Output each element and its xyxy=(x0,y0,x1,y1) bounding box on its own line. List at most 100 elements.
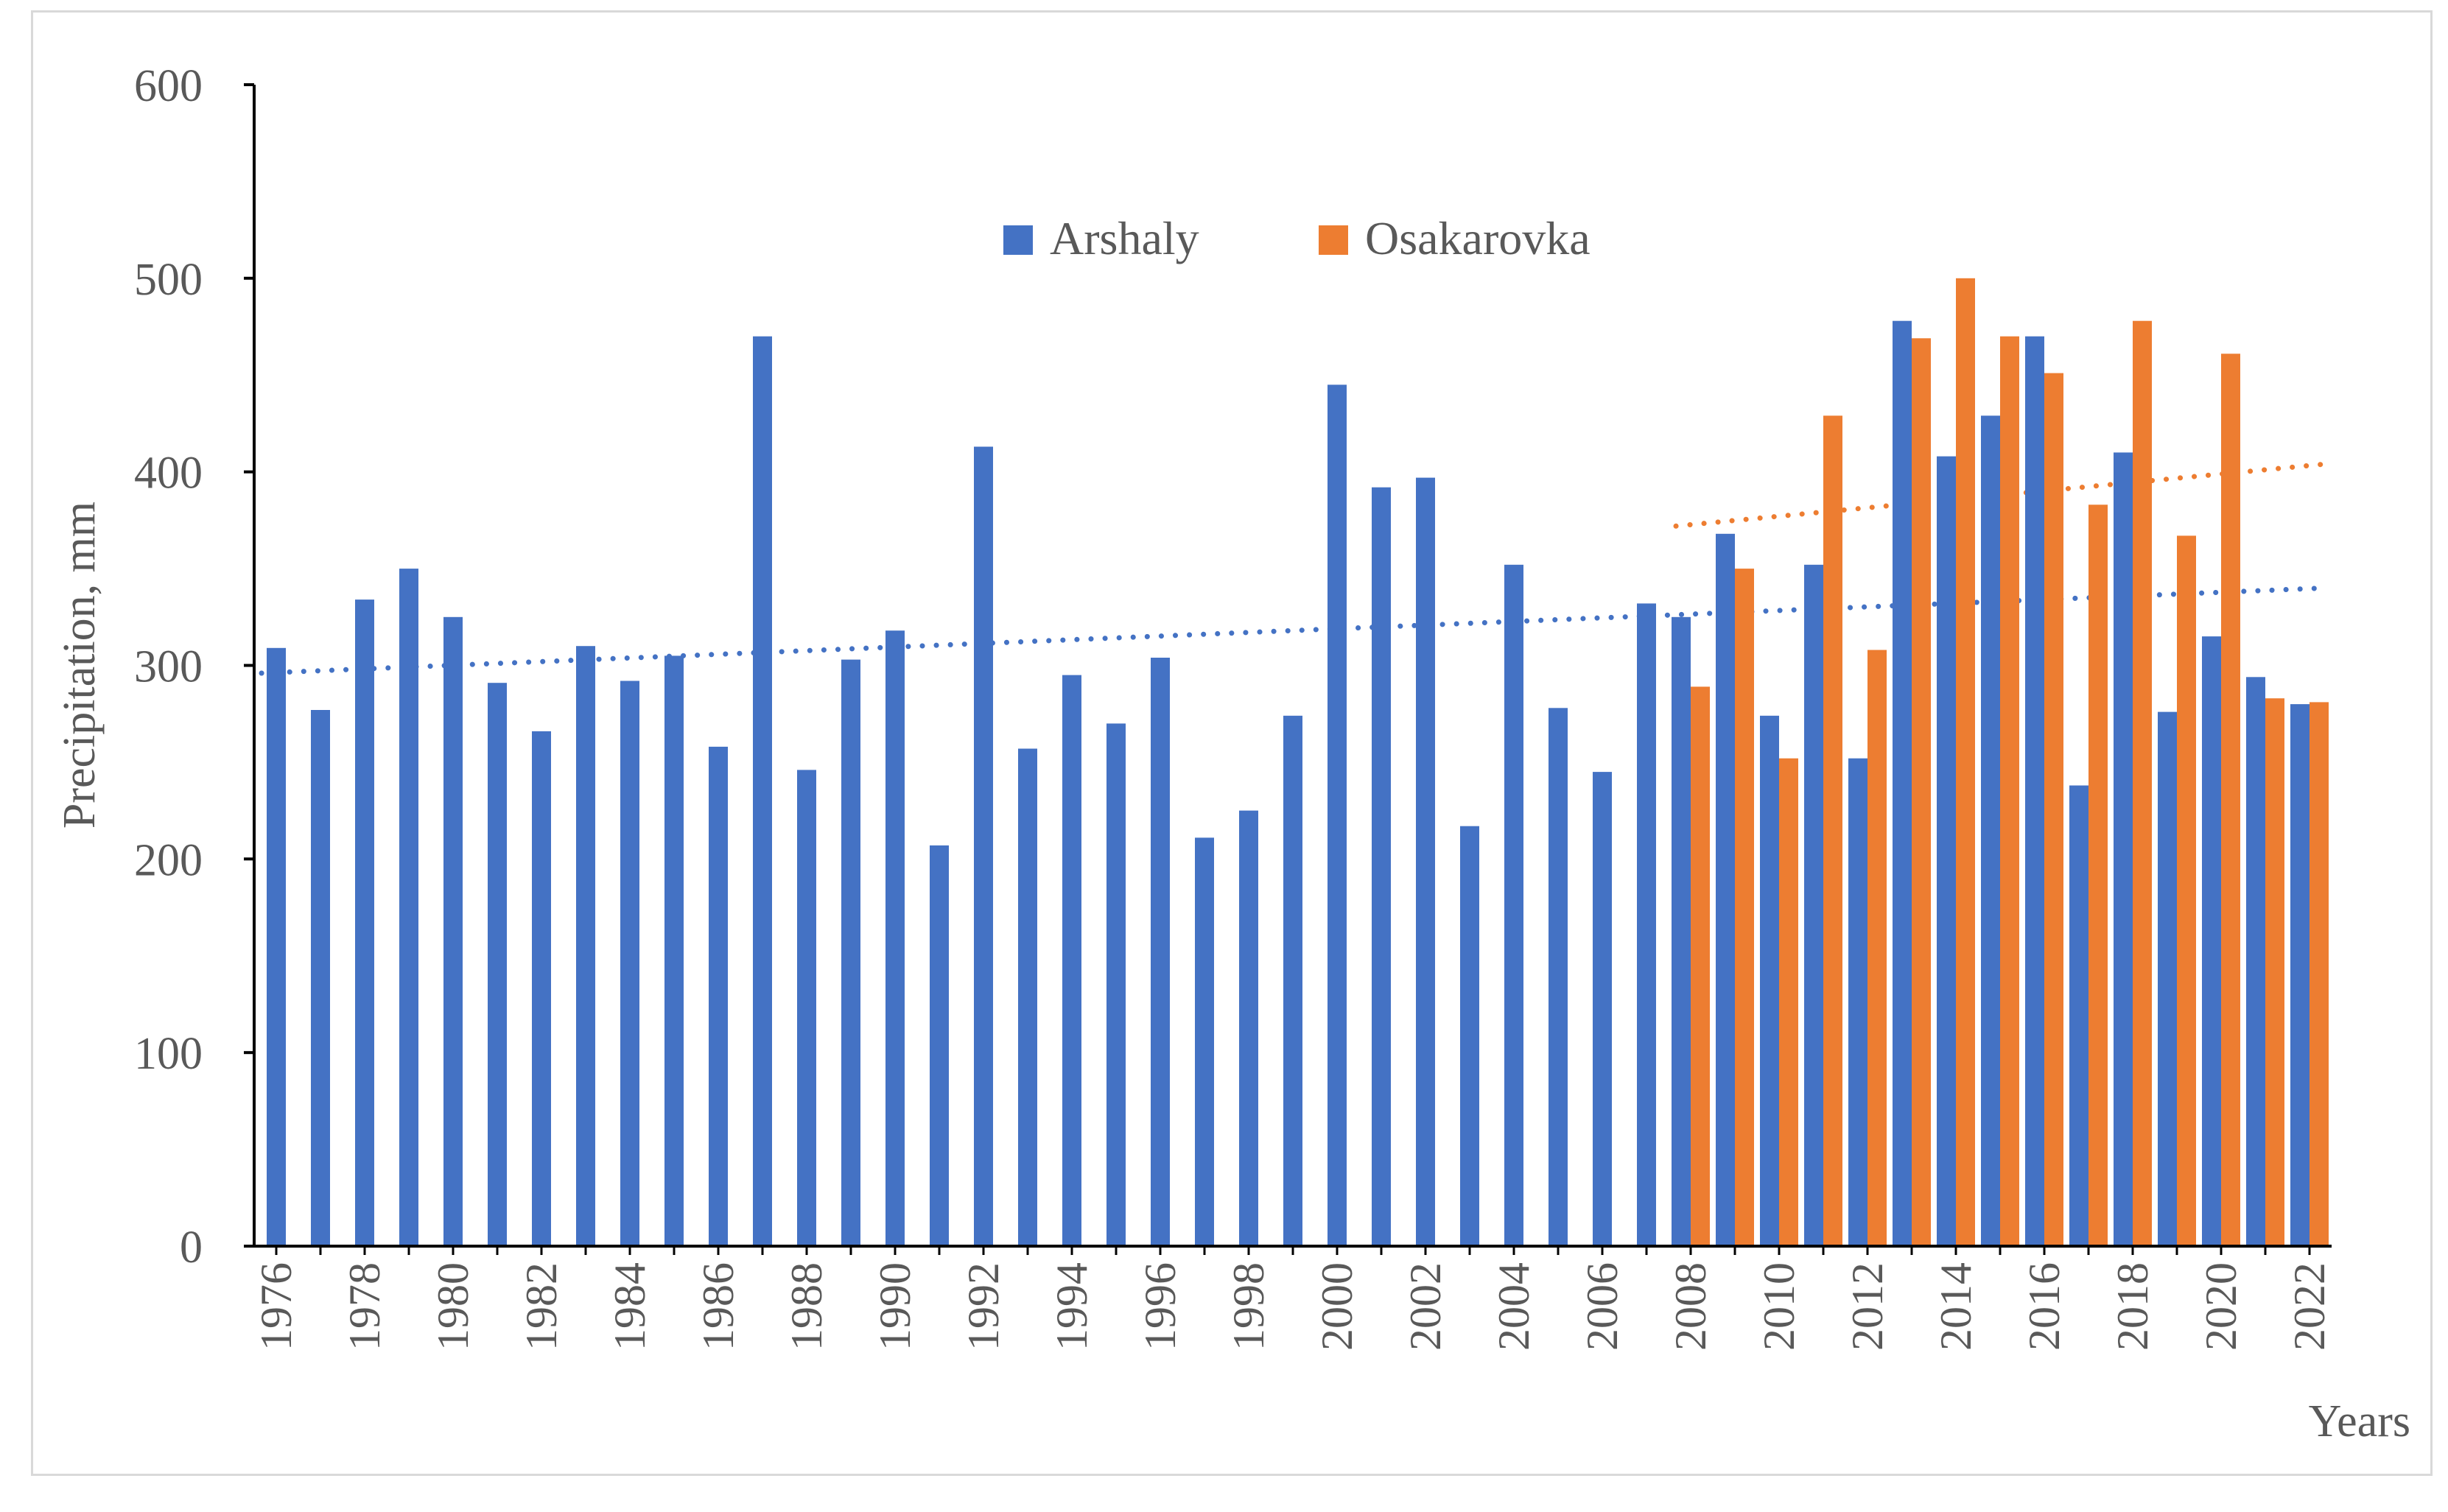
bar-arshaly-1987 xyxy=(753,336,772,1247)
bar-arshaly-2004 xyxy=(1504,564,1523,1246)
bar-arshaly-1998 xyxy=(1239,810,1258,1246)
x-tick-label-2022: 2022 xyxy=(2285,1262,2334,1351)
y-tick-label-0: 0 xyxy=(180,1223,203,1273)
bar-arshaly-2007 xyxy=(1637,603,1656,1246)
bar-arshaly-1992 xyxy=(974,446,993,1246)
x-tick-label-1982: 1982 xyxy=(517,1262,566,1351)
x-tick-label-2008: 2008 xyxy=(1666,1262,1715,1351)
bar-arshaly-2010 xyxy=(1760,715,1779,1246)
legend-swatch-arshaly xyxy=(1003,225,1033,255)
x-tick-label-1986: 1986 xyxy=(694,1262,743,1351)
legend: Arshaly Osakarovka xyxy=(1003,212,1591,264)
x-tick-label-1978: 1978 xyxy=(340,1262,389,1351)
x-axis-title: Years xyxy=(2309,1396,2410,1446)
bar-arshaly-1978 xyxy=(355,599,374,1246)
bar-arshaly-1985 xyxy=(664,655,684,1246)
bar-arshaly-2000 xyxy=(1328,384,1347,1246)
bar-osakarovka-2008 xyxy=(1691,686,1710,1246)
bar-arshaly-1982 xyxy=(532,731,551,1246)
bar-arshaly-2017 xyxy=(2069,785,2088,1246)
bar-arshaly-2001 xyxy=(1372,487,1391,1247)
x-tick-label-2018: 2018 xyxy=(2108,1262,2157,1351)
x-tick-label-1976: 1976 xyxy=(252,1262,301,1351)
x-tick-label-1998: 1998 xyxy=(1224,1262,1273,1351)
bar-arshaly-1999 xyxy=(1283,715,1302,1246)
x-tick-label-2000: 2000 xyxy=(1313,1262,1361,1351)
bar-arshaly-1981 xyxy=(488,683,507,1246)
y-tick-label-300: 300 xyxy=(134,642,203,692)
bar-osakarovka-2019 xyxy=(2177,535,2196,1246)
bar-osakarovka-2020 xyxy=(2221,354,2240,1246)
bar-arshaly-1995 xyxy=(1106,723,1126,1246)
legend-label-osakarovka: Osakarovka xyxy=(1365,212,1591,264)
bar-arshaly-2011 xyxy=(1804,564,1823,1246)
x-tick-label-2016: 2016 xyxy=(2020,1262,2069,1351)
x-tick-label-2002: 2002 xyxy=(1401,1262,1450,1351)
bar-arshaly-2020 xyxy=(2202,636,2221,1246)
x-tick-label-1996: 1996 xyxy=(1136,1262,1185,1351)
bar-arshaly-2003 xyxy=(1460,826,1479,1246)
y-axis-title: Precipitation, mm xyxy=(55,502,105,829)
bar-osakarovka-2016 xyxy=(2044,373,2063,1247)
legend-swatch-osakarovka xyxy=(1319,225,1348,255)
bar-osakarovka-2009 xyxy=(1735,569,1754,1246)
bar-osakarovka-2022 xyxy=(2310,702,2329,1246)
y-tick-label-600: 600 xyxy=(134,61,203,111)
bar-osakarovka-2014 xyxy=(1956,278,1975,1246)
bar-osakarovka-2011 xyxy=(1823,415,1842,1246)
bar-arshaly-2019 xyxy=(2158,711,2177,1246)
bar-arshaly-1977 xyxy=(311,710,330,1246)
bar-osakarovka-2012 xyxy=(1867,650,1887,1246)
bar-arshaly-2015 xyxy=(1981,415,2000,1246)
y-tick-label-100: 100 xyxy=(134,1029,203,1079)
bar-arshaly-2018 xyxy=(2114,452,2133,1246)
x-tick-label-2020: 2020 xyxy=(2197,1262,2245,1351)
x-tick-label-2014: 2014 xyxy=(1932,1262,1980,1351)
bar-arshaly-1980 xyxy=(443,616,463,1246)
bar-arshaly-1996 xyxy=(1151,658,1170,1246)
bar-arshaly-1997 xyxy=(1195,837,1214,1246)
bar-osakarovka-2013 xyxy=(1912,338,1931,1246)
bar-arshaly-1991 xyxy=(930,845,949,1246)
x-tick-label-2004: 2004 xyxy=(1490,1262,1538,1351)
bar-arshaly-1989 xyxy=(841,659,860,1246)
bar-osakarovka-2015 xyxy=(2000,336,2019,1247)
bar-arshaly-2009 xyxy=(1716,533,1735,1246)
x-tick-label-1990: 1990 xyxy=(871,1262,919,1351)
bar-arshaly-1984 xyxy=(620,681,639,1246)
x-tick-label-1980: 1980 xyxy=(429,1262,477,1351)
bar-arshaly-1976 xyxy=(267,647,286,1246)
x-tick-label-1992: 1992 xyxy=(959,1262,1008,1351)
bar-arshaly-2013 xyxy=(1893,320,1912,1247)
x-tick-label-1994: 1994 xyxy=(1048,1262,1096,1351)
bar-arshaly-2021 xyxy=(2246,677,2265,1246)
bar-arshaly-1994 xyxy=(1062,675,1081,1246)
bar-arshaly-1986 xyxy=(709,746,728,1246)
bar-arshaly-2012 xyxy=(1848,758,1867,1246)
bar-osakarovka-2017 xyxy=(2088,504,2108,1246)
bar-arshaly-1979 xyxy=(399,569,418,1246)
bar-arshaly-2002 xyxy=(1416,477,1435,1246)
bar-arshaly-2006 xyxy=(1593,772,1612,1246)
y-tick-label-200: 200 xyxy=(134,835,203,885)
x-tick-label-1984: 1984 xyxy=(606,1262,654,1351)
bar-osakarovka-2010 xyxy=(1779,758,1798,1246)
bar-arshaly-1983 xyxy=(576,646,595,1246)
bar-arshaly-1988 xyxy=(797,770,816,1246)
bar-arshaly-2008 xyxy=(1672,616,1691,1246)
bar-arshaly-1990 xyxy=(885,630,905,1246)
bar-arshaly-1993 xyxy=(1018,748,1037,1246)
x-tick-label-2006: 2006 xyxy=(1578,1262,1627,1351)
bar-arshaly-2005 xyxy=(1549,708,1568,1246)
legend-label-arshaly: Arshaly xyxy=(1050,212,1199,264)
bar-osakarovka-2021 xyxy=(2265,698,2284,1246)
bar-arshaly-2016 xyxy=(2025,336,2044,1247)
bar-arshaly-2014 xyxy=(1937,456,1956,1246)
bar-arshaly-2022 xyxy=(2290,704,2310,1246)
x-tick-label-2012: 2012 xyxy=(1843,1262,1892,1351)
bar-osakarovka-2018 xyxy=(2133,320,2152,1247)
x-tick-label-1988: 1988 xyxy=(782,1262,831,1351)
y-tick-label-500: 500 xyxy=(134,255,203,305)
x-tick-label-2010: 2010 xyxy=(1755,1262,1803,1351)
